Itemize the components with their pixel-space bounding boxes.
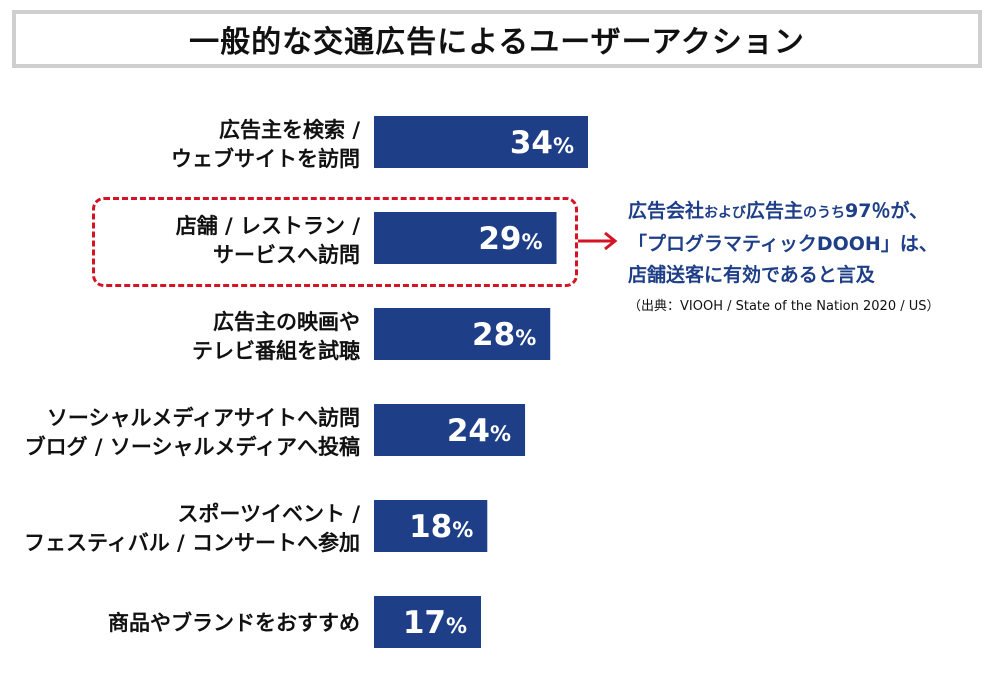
category-label: テレビ番組を試聴 [192,339,360,363]
chart-title: 一般的な交通広告によるユーザーアクション [189,25,805,60]
bar [374,308,551,360]
category-label: フェスティバル / コンサートへ参加 [24,531,360,555]
annotation-text: のうち [803,205,846,221]
bar [374,500,488,552]
category-label: ウェブサイトを訪問 [171,147,360,171]
category-label: ブログ / ソーシャルメディアへ投稿 [25,435,360,459]
bar-group: 34% 広告主を検索 / ウェブサイトを訪問 [171,116,588,171]
title-box: 一般的な交通広告によるユーザーアクション [12,10,982,68]
bar-value-label: 17% [403,605,467,641]
annotation-line-2: 「プログラマティックDOOH」は、 [628,233,938,255]
annotation-text: 広告主 [746,200,804,222]
annotation-text: および [704,205,747,221]
highlight-dashed-box [92,197,578,287]
annotation-line-3: 店舗送客に有効であると言及 [628,264,875,286]
annotation-text: 97％が、 [845,200,929,222]
annotation-text: 広告会社 [628,200,705,222]
annotation-source: （出典：VIOOH / State of the Nation 2020 / U… [628,299,940,314]
bar-group: 18% スポーツイベント / フェスティバル / コンサートへ参加 [24,500,488,555]
category-label: 広告主を検索 / [219,118,360,142]
arrow-right-icon [578,231,618,251]
bar-group: 29% 店舗 / レストラン / サービスへ訪問 [176,212,557,267]
bar-value-label: 28% [472,317,536,353]
bar-value-label: 29% [478,221,542,257]
bar [374,212,557,264]
bar [374,116,588,168]
category-label: ソーシャルメディアサイトへ訪問 [47,406,360,430]
category-label: 広告主の映画や [213,310,360,334]
annotation: 広告会社および広告主のうち97％が、 「プログラマティックDOOH」は、 店舗送… [628,196,1000,314]
category-label: サービスへ訪問 [213,243,360,267]
category-label: 店舗 / レストラン / [176,214,361,238]
annotation-line-1: 広告会社および広告主のうち97％が、 [628,196,1000,229]
category-label: スポーツイベント / [177,502,360,526]
bar [374,596,481,648]
category-label: 商品やブランドをおすすめ [108,611,360,635]
bar-value-label: 18% [409,509,473,545]
bar [374,404,526,456]
bar-value-label: 34% [510,125,574,161]
bar-group: 17% 商品やブランドをおすすめ [108,596,481,648]
bar-value-label: 24% [447,413,511,449]
